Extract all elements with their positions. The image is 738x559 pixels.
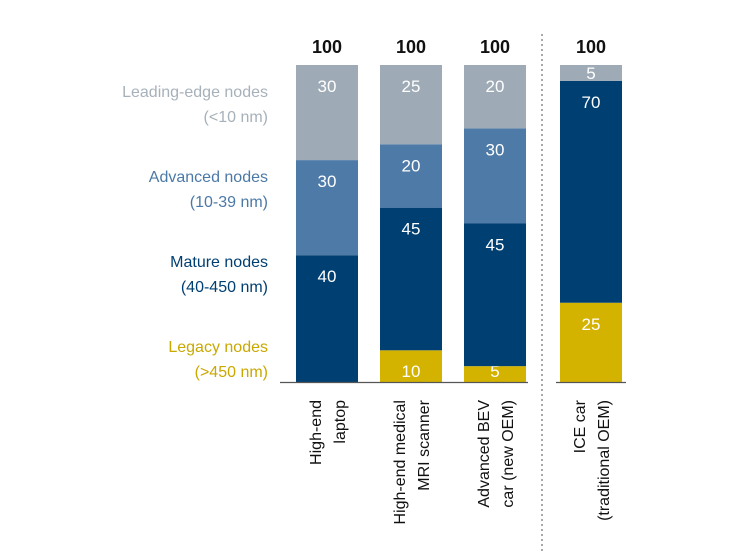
bar-segment-1-2 [380,144,442,208]
bar-segment-0-1 [296,255,358,382]
data-label-2-1: 45 [486,236,505,255]
data-label-2-0: 5 [490,362,499,381]
data-label-1-3: 25 [402,77,421,96]
legend-label-0-0: Legacy nodes [168,339,268,356]
bar-segment-1-3 [380,65,442,145]
total-label-0: 100 [312,37,342,57]
data-label-1-2: 20 [402,156,421,175]
data-label-1-0: 10 [402,362,421,381]
category-label-1-0: High-end medical [392,400,409,525]
category-label-2-1: car (new OEM) [500,400,517,508]
data-label-3-3: 5 [586,64,595,83]
data-label-0-3: 30 [318,77,337,96]
bar-segment-3-3 [560,65,622,81]
category-label-0-1: laptop [332,400,349,444]
total-label-1: 100 [396,37,426,57]
bar-segment-2-0 [464,366,526,382]
bar-segment-2-3 [464,65,526,129]
total-label-2: 100 [480,37,510,57]
legend-label-3-1: (<10 nm) [204,109,268,126]
data-label-2-2: 30 [486,140,505,159]
bar-segment-2-2 [464,128,526,224]
category-label-2-0: Advanced BEV [476,400,493,508]
bar-segment-1-0 [380,350,442,382]
category-label-3-1: (traditional OEM) [596,400,613,521]
legend-label-1-1: (40-450 nm) [181,279,268,296]
data-label-3-1: 70 [582,93,601,112]
bar-segment-0-3 [296,65,358,161]
data-label-0-1: 40 [318,267,337,286]
total-label-3: 100 [576,37,606,57]
legend-label-1-0: Mature nodes [170,254,268,271]
bar-segment-1-1 [380,207,442,351]
legend-label-2-1: (10-39 nm) [190,194,268,211]
bar-segment-3-0 [560,302,622,382]
data-label-3-0: 25 [582,315,601,334]
legend-label-0-1: (>450 nm) [195,364,268,381]
category-label-0-0: High-end [308,400,325,465]
category-label-1-1: MRI scanner [416,399,433,490]
category-label-3-0: ICE car [572,399,589,453]
data-label-0-2: 30 [318,172,337,191]
data-label-1-1: 45 [402,220,421,239]
data-label-2-3: 20 [486,77,505,96]
bar-segment-0-2 [296,160,358,256]
legend-label-2-0: Advanced nodes [149,169,268,186]
bar-segment-2-1 [464,223,526,367]
legend-label-3-0: Leading-edge nodes [122,84,268,101]
bar-segment-3-1 [560,80,622,303]
